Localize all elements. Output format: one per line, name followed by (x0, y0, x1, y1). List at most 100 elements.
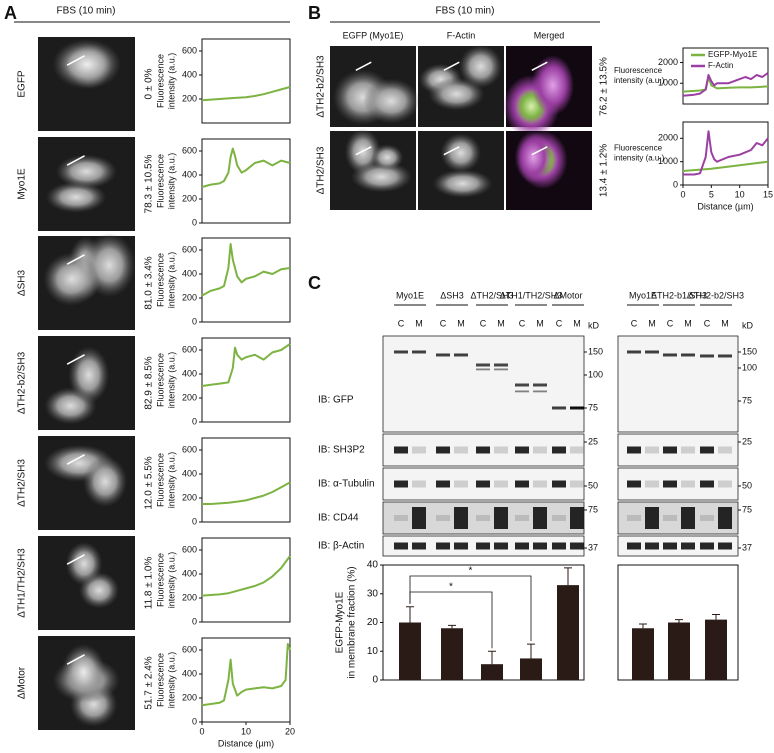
band (570, 507, 584, 529)
y-axis-label: Fluorescence (155, 453, 165, 507)
fraction-label: M (497, 318, 505, 328)
y-tick-label: 600 (182, 344, 197, 354)
kd-marker: 50 (742, 480, 752, 490)
cell (458, 44, 503, 89)
scan-line (66, 155, 85, 166)
y-tick-label: 0 (192, 516, 197, 526)
percent-label: 82.9 ± 8.5% (144, 356, 155, 409)
bar (632, 628, 654, 680)
panel-label: A (4, 3, 17, 23)
data-line (201, 86, 291, 102)
axis-frame (201, 437, 291, 523)
percent-label: 81.0 ± 3.4% (144, 256, 155, 309)
band (515, 390, 529, 393)
band (700, 354, 714, 357)
y-tick-label: 0 (673, 179, 678, 189)
band (681, 507, 695, 529)
y-axis-label: Fluorescence (155, 253, 165, 307)
band (718, 480, 732, 488)
cell (61, 643, 106, 700)
y-axis-label: Fluorescence (155, 553, 165, 607)
blot-label: IB: β-Actin (318, 541, 364, 552)
y-tick-label: 10 (367, 646, 379, 657)
cell (440, 133, 482, 173)
cell (363, 78, 420, 124)
lane-label: ΔTH2/SH3 (470, 290, 513, 300)
percent-label: 76.2 ± 13.5% (599, 57, 610, 116)
band (627, 350, 641, 353)
error-bar (406, 606, 414, 623)
band (515, 515, 529, 521)
column-label: F-Actin (447, 30, 476, 40)
panel-a-header: FBS (10 min) (57, 6, 116, 17)
x-tick-label: 0 (680, 189, 685, 199)
y-axis-label: intensity (a.u.) (166, 352, 176, 409)
axis-frame (201, 537, 291, 623)
band (454, 353, 468, 356)
bar (705, 619, 727, 680)
data-line (201, 643, 291, 707)
band (533, 390, 547, 393)
panel-label: C (308, 273, 321, 293)
kd-marker: 37 (588, 542, 598, 552)
percent-label: 0 ± 0% (144, 68, 155, 99)
y-tick-label: 200 (182, 592, 197, 602)
significance-star: * (469, 566, 473, 577)
legend-label: F-Actin (708, 61, 733, 70)
band (627, 446, 641, 454)
significance-bracket (409, 591, 493, 649)
x-tick-label: 5 (709, 189, 714, 199)
y-axis-label: Fluorescence (155, 54, 165, 108)
y-tick-label: 400 (182, 268, 197, 278)
y-tick-label: 200 (182, 93, 197, 103)
y-tick-label: 400 (182, 169, 197, 179)
band (454, 507, 468, 529)
blot (617, 535, 739, 557)
band (681, 446, 695, 454)
kd-marker: 150 (588, 346, 603, 356)
kd-marker: 50 (588, 480, 598, 490)
error-bar (448, 624, 456, 629)
scan-line (66, 654, 85, 665)
y-tick-label: 200 (182, 392, 197, 402)
data-line (682, 76, 769, 93)
y-axis-label: intensity (a.u.) (614, 154, 665, 163)
y-tick-label: 0 (192, 416, 197, 426)
band (663, 515, 677, 521)
lane-label: Myo1E (629, 290, 657, 300)
band (494, 446, 508, 454)
axis-frame (201, 237, 291, 323)
band (436, 353, 450, 356)
band (663, 446, 677, 454)
band (627, 542, 641, 550)
y-axis-label: Fluorescence (155, 653, 165, 707)
blot (617, 335, 739, 433)
band (476, 446, 490, 454)
scan-line (66, 254, 85, 265)
y-tick-label: 2000 (658, 133, 678, 143)
band (394, 542, 408, 550)
error-bar (564, 567, 572, 586)
row-label: ΔTH2-b2/SH3 (316, 55, 327, 118)
band (436, 480, 450, 488)
band (718, 354, 732, 357)
bar (441, 628, 463, 680)
band (515, 542, 529, 550)
band (412, 350, 426, 353)
band (663, 542, 677, 550)
cell (52, 39, 122, 90)
bar (557, 585, 579, 680)
row-label: Myo1E (17, 168, 28, 199)
axis-frame (201, 337, 291, 423)
y-tick-label: 0 (192, 716, 197, 726)
lane-label: ΔSH3 (440, 290, 464, 300)
band (533, 383, 547, 387)
y-axis-label: in membrane fraction (%) (347, 566, 358, 678)
band (394, 446, 408, 454)
scan-line (531, 61, 548, 71)
x-axis-label: Distance (µm) (218, 738, 274, 748)
fraction-label: M (684, 318, 692, 328)
fraction-label: C (556, 318, 563, 328)
lane-label: ΔTH1/TH2/SH3 (500, 290, 563, 300)
error-bar (712, 613, 720, 620)
